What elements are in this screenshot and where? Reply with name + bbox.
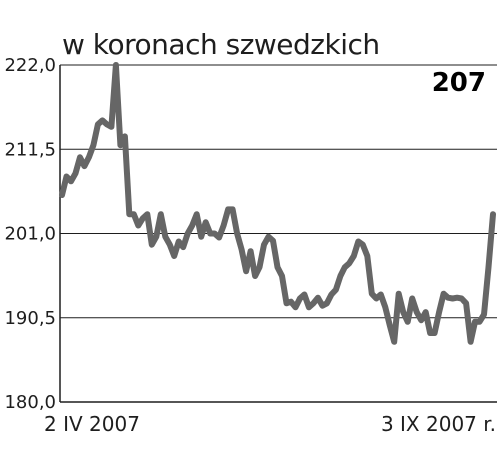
y-tick-label: 190,5 xyxy=(4,308,56,329)
current-value-label: 207 xyxy=(431,68,486,98)
gridlines xyxy=(60,64,497,319)
y-tick-label: 180,0 xyxy=(4,392,56,413)
chart-title: w koronach szwedzkich xyxy=(62,28,380,61)
y-axis-tick-labels: 222,0 211,5 201,0 190,5 180,0 xyxy=(4,55,56,413)
y-tick-label: 201,0 xyxy=(4,224,56,245)
series-line xyxy=(59,62,496,345)
y-tick-label: 222,0 xyxy=(4,55,56,76)
y-tick-label: 211,5 xyxy=(4,139,56,160)
x-axis-start-label: 2 IV 2007 xyxy=(44,412,140,436)
x-axis-end-label: 3 IX 2007 r. xyxy=(380,412,496,436)
